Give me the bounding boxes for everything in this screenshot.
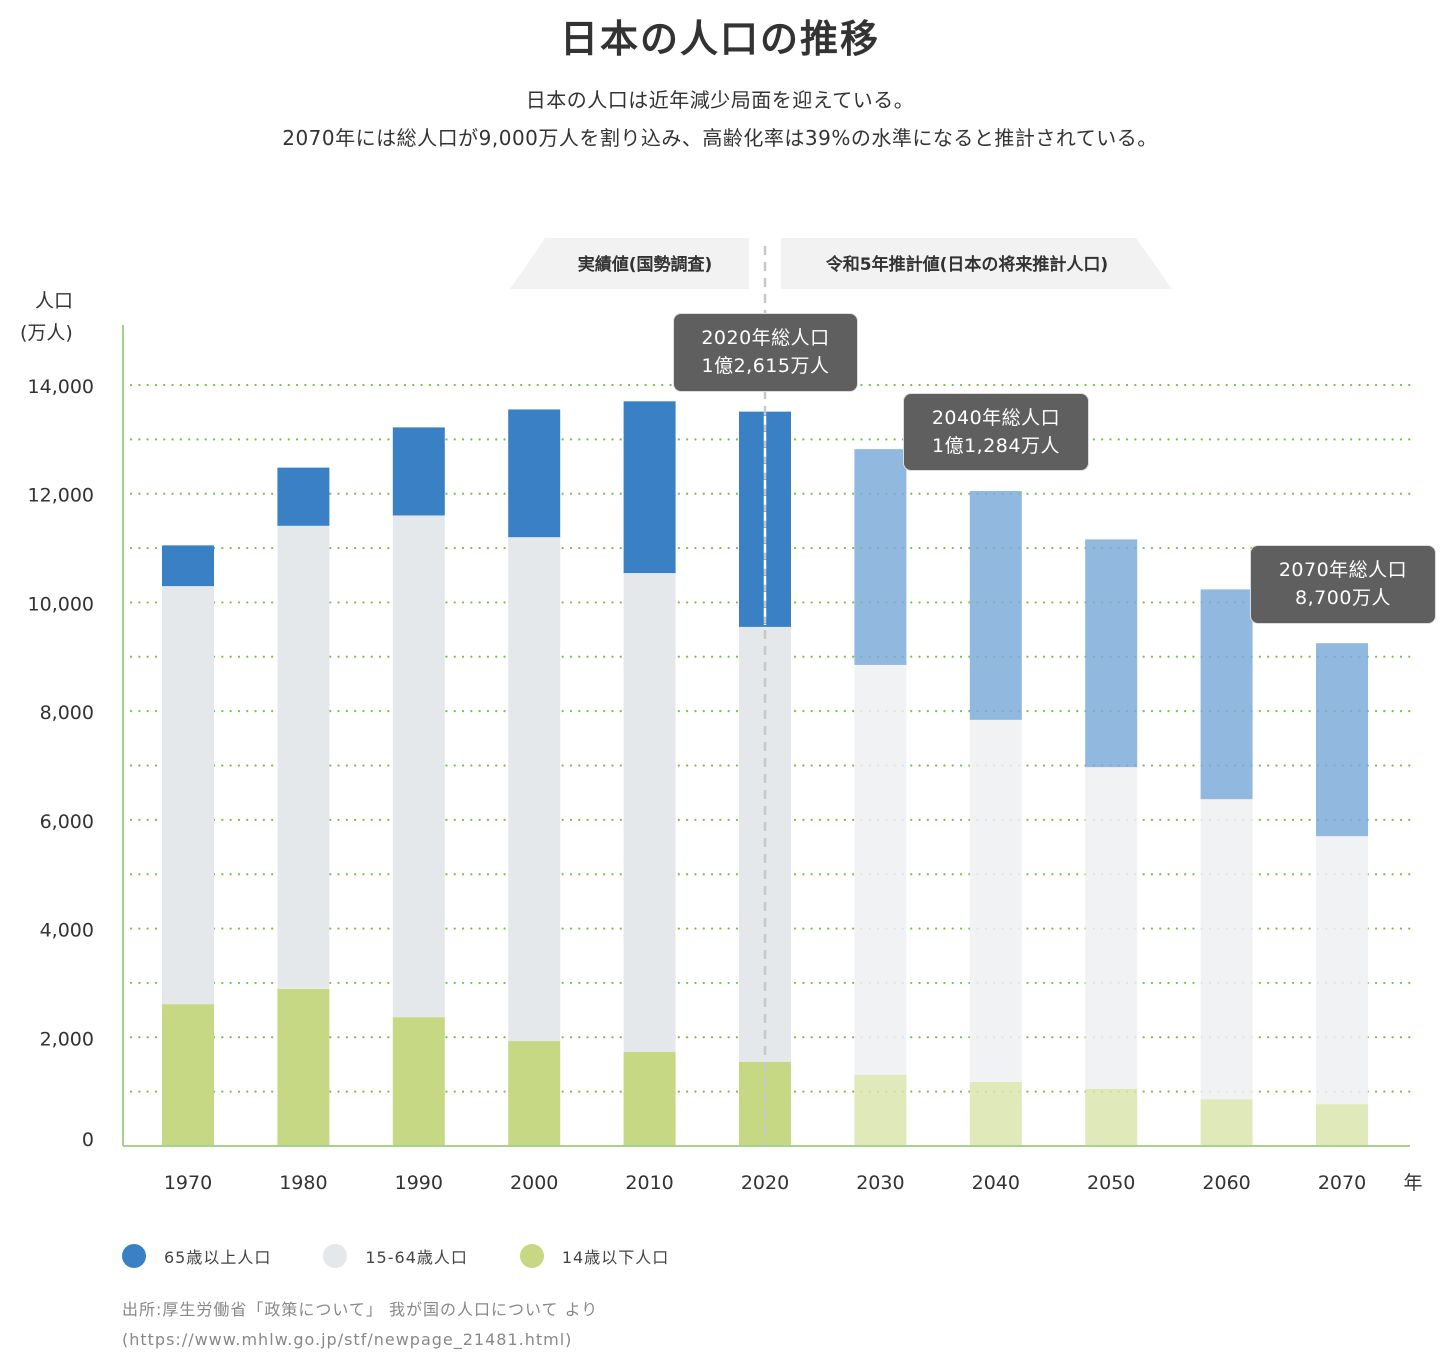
x-tick-label: 2000: [510, 1172, 558, 1194]
bar-segment-15-64-2030: [854, 664, 907, 1075]
bar-segment-65-plus-2050: [1085, 539, 1138, 768]
period-band-actual: [510, 238, 749, 289]
legend-swatch-65-plus: [122, 1244, 146, 1268]
bar-segment-0-14-2010: [623, 1051, 676, 1146]
bar-segment-65-plus-2030: [854, 449, 907, 665]
source-citation: 出所:厚生労働省「政策について」 我が国の人口について より: [122, 1300, 599, 1319]
x-tick-label: 2040: [972, 1172, 1020, 1194]
y-tick-label: 12,000: [28, 485, 94, 507]
bar-group-1980: [277, 467, 330, 1146]
legend-label-65-plus: 65歳以上人口: [164, 1248, 272, 1267]
bar-segment-0-14-2040: [969, 1081, 1022, 1146]
axes: [122, 325, 1410, 1147]
bar-group-2070: [1316, 643, 1368, 1146]
y-tick-labels: 0 2,000 4,000 6,000 8,000 10,000 12,000 14,000: [28, 376, 94, 1151]
y-tick-label: 6,000: [40, 811, 94, 833]
bar-segment-15-64-1990: [392, 515, 445, 1018]
bar-segment-0-14-2030: [854, 1074, 907, 1146]
bar-segment-15-64-2000: [508, 537, 561, 1042]
x-tick-label: 2070: [1318, 1172, 1366, 1194]
x-tick-label: 2030: [856, 1172, 904, 1194]
x-tick-label: 1990: [395, 1172, 443, 1194]
y-axis-title: 人口: [35, 290, 74, 312]
legend-item-65-plus: 65歳以上人口: [122, 1244, 271, 1268]
bar-segment-65-plus-2000: [508, 409, 561, 538]
period-label-actual: 実績値(国勢調査): [578, 254, 713, 275]
callout-2070-line2: 8,700万人: [1295, 587, 1391, 609]
callout-2040-line2: 1億1,284万人: [932, 435, 1060, 457]
y-tick-label: 0: [82, 1129, 94, 1151]
bar-group-2030: [854, 449, 907, 1146]
y-tick-label: 14,000: [28, 376, 94, 398]
period-band-projection: [781, 238, 1172, 289]
bar-segment-15-64-2010: [623, 573, 676, 1052]
callout-2040-line1: 2040年総人口: [931, 407, 1061, 429]
bar-segment-65-plus-1980: [277, 467, 330, 526]
legend-swatch-15-64: [323, 1244, 348, 1268]
x-tick-label: 2060: [1202, 1172, 1250, 1194]
bar-segment-15-64-2070: [1316, 836, 1368, 1105]
y-tick-label: 4,000: [40, 920, 94, 942]
callout-2020-line1: 2020年総人口: [701, 327, 830, 349]
chart-title: 日本の人口の推移: [559, 17, 880, 61]
bar-group-2010: [623, 401, 676, 1146]
bar-segment-15-64-1970: [162, 586, 214, 1005]
bar-segment-15-64-2040: [969, 719, 1022, 1082]
callout-2070-total: 2070年総人口 8,700万人: [1250, 545, 1436, 624]
x-tick-label: 1980: [279, 1172, 327, 1194]
bar-segment-0-14-2000: [508, 1041, 561, 1146]
subtitle-line-2: 2070年には総人口が9,000万人を割り込み、高齢化率は39%の水準になると推…: [282, 126, 1158, 150]
bar-segment-0-14-1980: [277, 988, 330, 1146]
bar-group-2060: [1200, 589, 1253, 1146]
bars: [162, 401, 1368, 1146]
bar-segment-15-64-2050: [1085, 767, 1138, 1089]
legend-item-0-14: 14歳以下人口: [519, 1244, 670, 1268]
bar-segment-0-14-2060: [1200, 1099, 1253, 1146]
bar-segment-65-plus-1970: [162, 545, 214, 587]
x-tick-label: 2020: [741, 1172, 789, 1194]
period-bands: 実績値(国勢調査) 令和5年推計値(日本の将来推計人口): [510, 238, 1172, 289]
bar-group-1990: [392, 427, 445, 1146]
bar-segment-65-plus-2070: [1316, 643, 1368, 837]
bar-segment-65-plus-1990: [392, 427, 445, 516]
x-tick-label: 2050: [1087, 1172, 1135, 1194]
x-axis-unit-label: 年: [1403, 1172, 1422, 1194]
y-axis-unit: (万人): [20, 322, 73, 344]
x-tick-label: 2010: [625, 1172, 673, 1194]
bar-group-1970: [162, 545, 214, 1146]
period-label-projection: 令和5年推計値(日本の将来推計人口): [826, 254, 1108, 275]
callout-2020-total: 2020年総人口 1億2,615万人: [673, 313, 858, 392]
source-url: (https://www.mhlw.go.jp/stf/newpage_2148…: [122, 1330, 573, 1349]
bar-group-2000: [508, 409, 561, 1146]
callout-2070-line1: 2070年総人口: [1278, 559, 1408, 581]
bar-segment-15-64-2060: [1200, 799, 1253, 1100]
callout-2020-line2: 1億2,615万人: [701, 355, 830, 377]
legend-item-15-64: 15-64歳人口: [323, 1244, 468, 1268]
bar-segment-65-plus-2060: [1200, 589, 1253, 800]
bar-segment-0-14-1990: [392, 1017, 445, 1146]
y-tick-label: 2,000: [40, 1028, 94, 1050]
legend-swatch-0-14: [519, 1244, 544, 1268]
x-tick-labels: 1970 1980 1990 2000 2010 2020 2030 2040 2050 2060…: [164, 1172, 1366, 1194]
callout-2040-total: 2040年総人口 1億1,284万人: [903, 393, 1089, 471]
bar-group-2040: [969, 490, 1022, 1146]
bar-group-2050: [1085, 539, 1138, 1146]
legend-label-15-64: 15-64歳人口: [365, 1248, 468, 1267]
subtitle-line-1: 日本の人口は近年減少局面を迎えている。: [525, 88, 915, 112]
bar-segment-15-64-1980: [277, 525, 330, 989]
bar-segment-0-14-2050: [1085, 1088, 1138, 1146]
bar-segment-65-plus-2010: [623, 401, 676, 574]
y-tick-label: 10,000: [28, 593, 94, 615]
y-tick-label: 8,000: [40, 702, 94, 724]
legend: 65歳以上人口 15-64歳人口 14歳以下人口: [122, 1244, 721, 1268]
bar-segment-0-14-2070: [1316, 1104, 1368, 1146]
legend-label-0-14: 14歳以下人口: [561, 1248, 670, 1267]
bar-segment-65-plus-2040: [969, 490, 1022, 720]
x-tick-label: 1970: [164, 1172, 212, 1194]
bar-segment-0-14-1970: [162, 1004, 214, 1146]
